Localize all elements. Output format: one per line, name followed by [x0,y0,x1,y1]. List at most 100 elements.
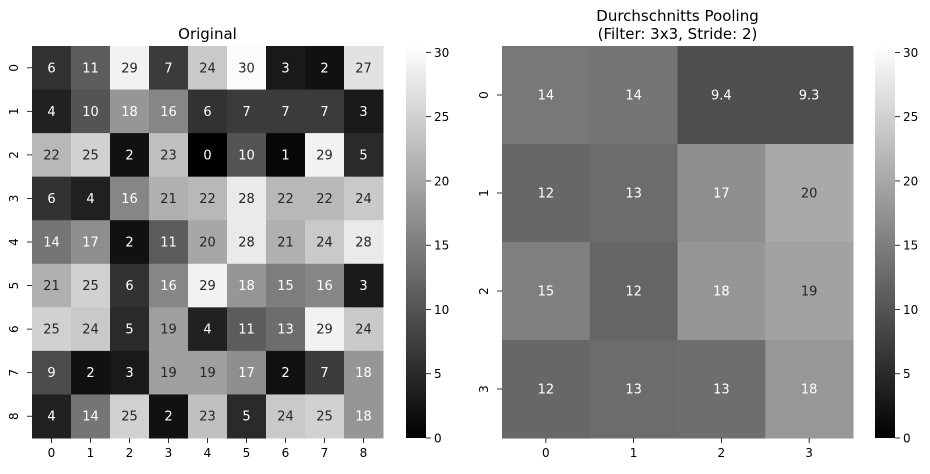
cell-label: 6 [125,279,133,294]
heatmap-cell [71,394,111,439]
heatmap-cell [266,89,306,134]
cell-label: 9.3 [799,89,820,104]
heatmap-cell [502,340,591,439]
y-tick-label: 0 [477,91,491,99]
cell-label: 0 [203,148,211,163]
heatmap-cell [71,307,111,352]
chart-title: Durchschnitts Pooling [596,7,758,25]
cell-label: 19 [199,366,216,381]
heatmap-cell [110,263,150,308]
x-tick-label: 1 [87,446,95,460]
colorbar-tick-label: 30 [903,46,918,60]
cell-label: 27 [355,61,372,76]
x-tick-label: 1 [630,446,638,460]
heatmap-cell [149,46,189,91]
cell-label: 22 [43,148,60,163]
chart-title: Original [178,25,237,43]
heatmap-cell [71,263,111,308]
heatmap-cell [677,340,766,439]
cell-label: 25 [43,323,60,338]
heatmap-cell [32,176,72,221]
cell-label: 25 [82,279,99,294]
cell-label: 16 [121,192,138,207]
heatmap-cell [227,394,267,439]
cell-label: 9.4 [711,89,732,104]
colorbar-tick-label: 15 [434,239,449,253]
heatmap-cell [344,220,384,265]
cell-label: 29 [316,148,333,163]
cell-label: 24 [355,192,372,207]
heatmap-cell [110,220,150,265]
colorbar-tick-label: 0 [903,432,911,446]
cell-label: 25 [121,410,138,425]
heatmap-cell [502,242,591,341]
heatmap-cell [305,350,345,395]
cell-label: 14 [625,89,642,104]
y-tick-label: 2 [7,151,21,159]
x-tick-label: 3 [165,446,173,460]
cell-label: 23 [199,410,216,425]
heatmap-cell [110,307,150,352]
cell-label: 3 [359,105,367,120]
cell-label: 14 [43,236,60,251]
cell-label: 28 [355,236,372,251]
heatmap-cell [305,220,345,265]
cell-label: 10 [238,148,255,163]
colorbar-average-pooling: 0 5 10 15 20 25 30 [875,46,918,446]
cell-label: 6 [47,192,55,207]
cell-label: 17 [238,366,255,381]
cell-label: 30 [238,61,255,76]
cell-label: 7 [320,105,328,120]
heatmap-cell [71,133,111,178]
heatmap-cell [188,220,228,265]
heatmap-cell [32,46,72,91]
heatmap-cell [149,133,189,178]
cell-label: 24 [316,236,333,251]
cell-label: 4 [47,410,55,425]
heatmap-cell [344,133,384,178]
cell-label: 20 [801,187,818,202]
heatmap-cell [677,242,766,341]
heatmap-cell [677,144,766,243]
colorbar-tick-label: 20 [434,174,449,188]
heatmap-cell [149,350,189,395]
cell-label: 21 [43,279,60,294]
x-tick-label: 0 [48,446,56,460]
cell-label: 7 [164,61,172,76]
cell-label: 7 [281,105,289,120]
cell-label: 3 [125,366,133,381]
y-tick-label: 6 [7,325,21,333]
heatmap-cell [305,133,345,178]
y-tick-label: 1 [477,189,491,197]
heatmap-cell [589,242,678,341]
cell-label: 29 [199,279,216,294]
heatmap-cell [266,46,306,91]
cell-label: 13 [625,187,642,202]
heatmap-cell [188,350,228,395]
y-tick-label: 7 [7,369,21,377]
heatmap-cell [765,242,854,341]
cell-label: 4 [47,105,55,120]
heatmap-cell [266,220,306,265]
heatmap-cell [765,144,854,243]
cell-label: 14 [82,410,99,425]
heatmap-cell [765,340,854,439]
cell-label: 16 [316,279,333,294]
heatmap-cell [305,307,345,352]
chart-subtitle: (Filter: 3x3, Stride: 2) [598,25,758,43]
x-tick-label: 2 [126,446,134,460]
colorbar-tick-label: 25 [903,110,918,124]
cell-label: 2 [164,410,172,425]
x-tick-label: 3 [805,446,813,460]
cell-label: 22 [316,192,333,207]
heatmap-cell [344,89,384,134]
heatmap-cell [765,46,854,145]
heatmap-cell [305,89,345,134]
cell-label: 5 [359,148,367,163]
heatmap-cell [502,144,591,243]
colorbar-gradient [406,46,426,438]
cell-label: 5 [125,323,133,338]
y-tick-label: 0 [7,64,21,72]
cell-label: 11 [160,236,177,251]
colorbar-tick-label: 5 [434,367,442,381]
